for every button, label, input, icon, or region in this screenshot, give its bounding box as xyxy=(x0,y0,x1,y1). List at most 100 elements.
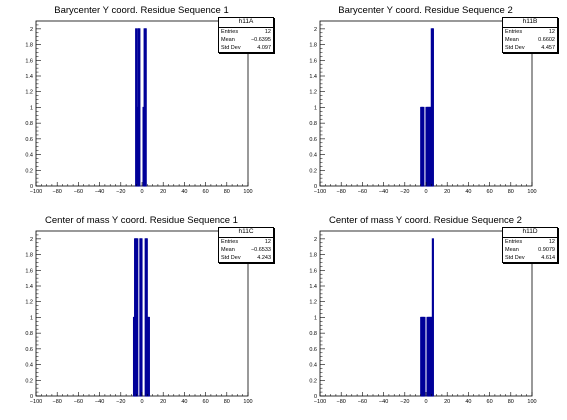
histogram-bin xyxy=(423,107,424,186)
y-tick-label: 1.2 xyxy=(309,90,317,96)
stats-std-row: Std Dev 4.243 xyxy=(219,254,273,262)
y-tick-label: 1.2 xyxy=(25,90,33,96)
stats-std-row: Std Dev 4.614 xyxy=(503,254,557,262)
histogram-bin xyxy=(141,239,142,396)
y-tick-label: 2 xyxy=(314,237,317,243)
stats-label: Std Dev xyxy=(505,44,525,52)
stats-value: 12 xyxy=(265,28,271,36)
stats-name: h11A xyxy=(219,18,273,28)
histogram-bin xyxy=(139,29,140,186)
x-tick-label: 0 xyxy=(424,189,427,195)
y-tick-label: 0.8 xyxy=(309,121,317,127)
histogram-pad-3: Center of mass Y coord. Residue Sequence… xyxy=(0,210,283,420)
x-tick-label: −40 xyxy=(379,399,388,405)
y-tick-label: 0 xyxy=(30,394,33,400)
stats-label: Entries xyxy=(505,28,522,36)
x-tick-label: 60 xyxy=(203,399,209,405)
stats-label: Mean xyxy=(505,246,519,254)
stats-label: Std Dev xyxy=(221,254,241,262)
x-tick-label: −20 xyxy=(116,399,125,405)
stats-std-row: Std Dev 4.097 xyxy=(219,44,273,52)
x-tick-label: 60 xyxy=(487,189,493,195)
x-tick-label: −20 xyxy=(400,399,409,405)
stats-entries-row: Entries 12 xyxy=(503,238,557,246)
y-tick-label: 0.6 xyxy=(309,347,317,353)
y-tick-label: 0.8 xyxy=(25,331,33,337)
stats-box: h11B Entries 12 Mean 0.6602 Std Dev 4.457 xyxy=(502,17,558,53)
x-tick-label: −40 xyxy=(379,189,388,195)
y-tick-label: 0.4 xyxy=(25,153,33,159)
y-tick-label: 0.6 xyxy=(309,137,317,143)
y-tick-label: 2 xyxy=(30,237,33,243)
y-tick-label: 0.8 xyxy=(309,331,317,337)
x-tick-label: 60 xyxy=(487,399,493,405)
y-tick-label: 1.4 xyxy=(309,74,317,80)
y-tick-label: 0.2 xyxy=(25,378,33,384)
histogram-bin xyxy=(148,317,149,396)
x-tick-label: 40 xyxy=(181,399,187,405)
y-tick-label: 1.8 xyxy=(25,253,33,259)
y-tick-label: 0 xyxy=(314,394,317,400)
y-tick-label: 1.6 xyxy=(309,58,317,64)
y-tick-label: 0.8 xyxy=(25,121,33,127)
y-tick-label: 1.8 xyxy=(25,43,33,49)
x-tick-label: −60 xyxy=(358,189,367,195)
stats-value: 4.614 xyxy=(541,254,555,262)
x-tick-label: 100 xyxy=(243,189,252,195)
x-tick-label: 20 xyxy=(160,189,166,195)
y-tick-label: 0.4 xyxy=(309,153,317,159)
stats-mean-row: Mean −0.6533 xyxy=(219,246,273,254)
stats-value: 4.097 xyxy=(257,44,271,52)
stats-label: Std Dev xyxy=(505,254,525,262)
histogram-bin xyxy=(424,317,425,396)
x-tick-label: 60 xyxy=(203,189,209,195)
stats-value: −0.6533 xyxy=(251,246,271,254)
plot-frame xyxy=(36,21,248,186)
x-tick-label: 20 xyxy=(444,189,450,195)
y-tick-label: 1 xyxy=(314,315,317,321)
stats-name: h11D xyxy=(503,228,557,238)
y-tick-label: 1 xyxy=(30,315,33,321)
stats-mean-row: Mean −0.6395 xyxy=(219,36,273,44)
histogram-pad-1: Barycenter Y coord. Residue Sequence 1 −… xyxy=(0,0,283,210)
stats-value: 12 xyxy=(549,238,555,246)
stats-label: Std Dev xyxy=(221,44,241,52)
x-tick-label: −20 xyxy=(116,189,125,195)
x-tick-label: 0 xyxy=(424,399,427,405)
histogram-bin xyxy=(432,239,433,396)
x-tick-label: 40 xyxy=(181,189,187,195)
stats-value: 0.6602 xyxy=(538,36,555,44)
y-tick-label: 2 xyxy=(314,27,317,33)
y-tick-label: 1.2 xyxy=(309,300,317,306)
x-tick-label: −60 xyxy=(74,189,83,195)
stats-entries-row: Entries 12 xyxy=(219,28,273,36)
plot-frame xyxy=(320,231,532,396)
y-tick-label: 1.8 xyxy=(309,43,317,49)
stats-value: 0.9079 xyxy=(538,246,555,254)
y-tick-label: 1 xyxy=(314,105,317,111)
stats-label: Mean xyxy=(505,36,519,44)
stats-box: h11A Entries 12 Mean −0.6395 Std Dev 4.097 xyxy=(218,17,274,53)
y-tick-label: 1.6 xyxy=(309,268,317,274)
histogram-pad-4: Center of mass Y coord. Residue Sequence… xyxy=(284,210,567,420)
y-tick-label: 1.2 xyxy=(25,300,33,306)
y-tick-label: 1.8 xyxy=(309,253,317,259)
x-tick-label: −80 xyxy=(337,399,346,405)
x-tick-label: −60 xyxy=(358,399,367,405)
histogram-bin xyxy=(432,29,433,186)
y-tick-label: 1.6 xyxy=(25,268,33,274)
y-tick-label: 0.2 xyxy=(309,168,317,174)
x-tick-label: 0 xyxy=(140,399,143,405)
stats-value: 12 xyxy=(265,238,271,246)
stats-name: h11B xyxy=(503,18,557,28)
histogram-pad-2: Barycenter Y coord. Residue Sequence 2 −… xyxy=(284,0,567,210)
histogram-bin xyxy=(145,29,146,186)
stats-label: Entries xyxy=(221,28,238,36)
stats-value: 12 xyxy=(549,28,555,36)
histogram-bin xyxy=(137,239,138,396)
x-tick-label: 80 xyxy=(224,399,230,405)
y-tick-label: 0.4 xyxy=(309,363,317,369)
y-tick-label: 0 xyxy=(30,184,33,190)
x-tick-label: −40 xyxy=(95,189,104,195)
x-tick-label: 40 xyxy=(465,399,471,405)
